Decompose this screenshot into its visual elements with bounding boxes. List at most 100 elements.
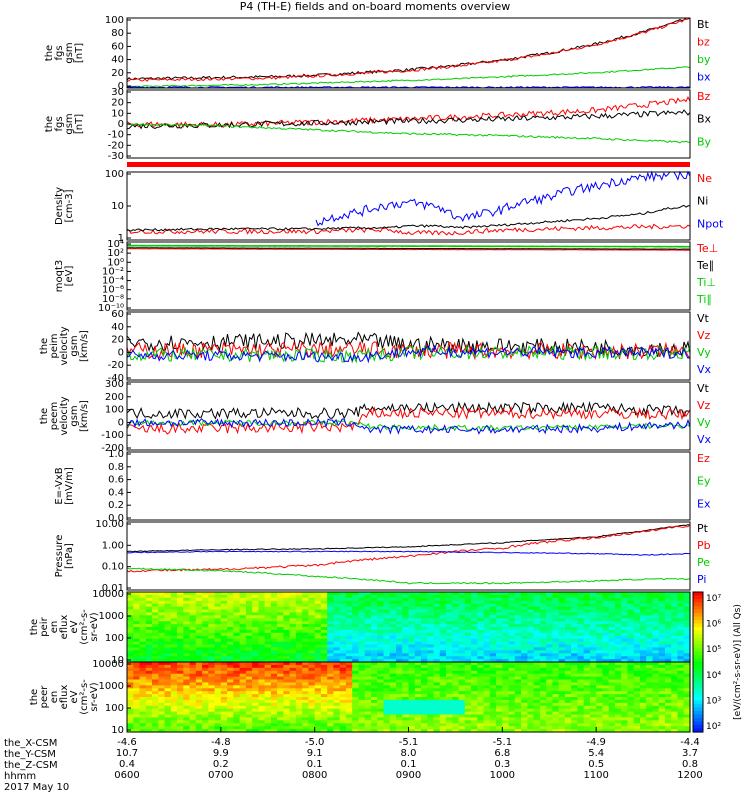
spectrogram-cell — [227, 656, 234, 660]
spectrogram-cell — [164, 673, 172, 678]
spectrogram-cell — [208, 662, 216, 666]
spectrogram-cell — [383, 702, 391, 707]
spectrogram-cell — [183, 720, 191, 724]
spectrogram-cell — [564, 632, 572, 637]
spectrogram-cell — [202, 647, 209, 651]
spectrogram-cell — [302, 714, 310, 718]
spectrogram-cell — [446, 708, 453, 713]
spectrogram-cell — [439, 679, 447, 683]
spectrogram-cell — [489, 729, 497, 733]
spectrogram-cell — [596, 594, 604, 599]
spectrogram-cell — [227, 650, 234, 654]
spectrogram-cell — [352, 676, 360, 681]
spectrogram-cell — [671, 618, 679, 622]
spectrogram-cell — [414, 705, 422, 710]
spectrogram-cell — [489, 659, 497, 663]
spectrogram-cell — [183, 647, 191, 651]
spectrogram-cell — [170, 594, 178, 599]
spectrogram-cell — [621, 662, 629, 666]
spectrogram-cell — [665, 682, 672, 686]
spectrogram-cell — [320, 723, 328, 727]
spectrogram-cell — [358, 659, 366, 663]
spectrogram-cell — [258, 656, 266, 660]
spectrogram-cell — [270, 592, 278, 596]
spectrogram-cell — [602, 627, 610, 631]
spectrogram-cell — [264, 597, 272, 602]
spectrogram-cell — [508, 609, 516, 613]
spectrogram-cell — [621, 676, 629, 681]
spectrogram-cell — [127, 600, 134, 605]
spectrogram-cell — [602, 609, 610, 613]
spectrogram-cell — [640, 621, 647, 625]
spectrogram-cell — [364, 659, 372, 663]
spectrogram-cell — [646, 627, 654, 631]
spectrogram-cell — [139, 606, 147, 611]
spectrogram-cell — [339, 705, 347, 710]
spectrogram-cell — [483, 676, 491, 681]
spectrogram-cell — [133, 603, 141, 608]
spectrogram-cell — [239, 682, 247, 686]
spectrogram-cell — [239, 629, 247, 634]
spectrogram-cell — [483, 615, 491, 619]
spectrogram-cell — [514, 699, 522, 704]
spectrogram-cell — [364, 644, 372, 648]
spectrogram-cell — [514, 726, 522, 730]
spectrogram-cell — [245, 597, 253, 602]
spectrogram-cell — [477, 729, 485, 733]
spectrogram-cell — [133, 717, 141, 721]
spectrogram-cell — [214, 592, 222, 596]
spectrogram-cell — [277, 682, 284, 686]
spectrogram-cell — [170, 609, 178, 613]
spectrogram-cell — [483, 694, 491, 698]
spectrogram-cell — [596, 597, 604, 602]
spectrogram-cell — [152, 597, 159, 602]
spectrogram-cell — [214, 720, 222, 724]
spectrogram-cell — [539, 699, 547, 704]
spectrogram-cell — [446, 650, 453, 654]
spectrogram-cell — [552, 632, 560, 637]
spectrogram-cell — [671, 609, 679, 613]
spectrogram-cell — [195, 694, 203, 698]
spectrogram-cell — [352, 711, 360, 716]
spectrogram-cell — [195, 606, 203, 611]
spectrogram-cell — [677, 702, 685, 707]
spectrogram-cell — [214, 723, 222, 727]
spectrogram-cell — [583, 679, 591, 683]
spectrogram-cell — [233, 670, 241, 675]
spectrogram-cell — [158, 699, 166, 704]
spectrogram-cell — [364, 612, 372, 616]
spectrogram-cell — [408, 723, 416, 727]
spectrogram-cell — [602, 726, 610, 730]
spectrogram-cell — [327, 624, 335, 628]
spectrogram-cell — [658, 621, 666, 625]
spectrogram-cell — [239, 723, 247, 727]
spectrogram-cell — [477, 606, 485, 611]
spectrogram-cell — [139, 667, 147, 672]
spectrogram-cell — [521, 676, 528, 681]
spectrogram-cell — [189, 691, 197, 695]
spectrogram-cell — [320, 699, 328, 704]
spectrogram-cell — [308, 606, 316, 611]
spectrogram-cell — [252, 624, 259, 628]
spectrogram-cell — [458, 615, 466, 619]
spectrogram-cell — [527, 627, 535, 631]
spectrogram-cell — [327, 641, 335, 646]
spectrogram-cell — [477, 618, 485, 622]
spectrogram-cell — [377, 635, 385, 640]
spectrogram-cell — [421, 676, 428, 681]
spectrogram-cell — [408, 624, 416, 628]
spectrogram-cell — [589, 603, 597, 608]
colorbar-cell — [693, 711, 703, 716]
spectrogram-cell — [608, 729, 616, 733]
spectrogram-cell — [527, 726, 535, 730]
spectrogram-cell — [383, 682, 391, 686]
spectrogram-cell — [514, 667, 522, 672]
spectrogram-cell — [364, 679, 372, 683]
spectrogram-cell — [371, 699, 378, 704]
spectrogram-cell — [427, 606, 435, 611]
spectrogram-cell — [464, 659, 472, 663]
spectrogram-cell — [627, 673, 635, 678]
spectrogram-cell — [383, 638, 391, 643]
spectrogram-cell — [533, 723, 541, 727]
spectrogram-cell — [614, 702, 622, 707]
